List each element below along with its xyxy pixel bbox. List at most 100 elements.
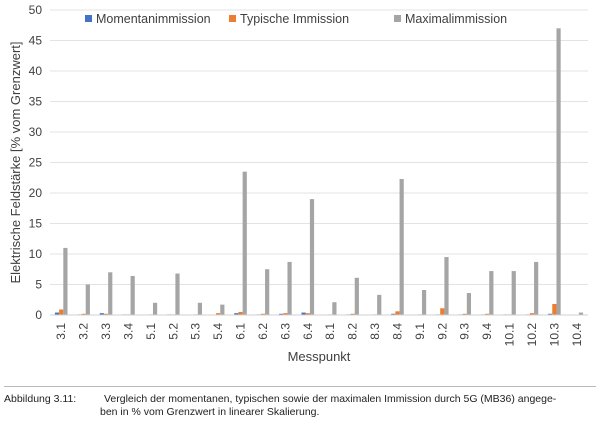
x-tick-label: 6.3 xyxy=(278,323,292,340)
bar xyxy=(309,199,315,315)
bar xyxy=(462,313,467,315)
bar xyxy=(489,271,494,315)
bar xyxy=(130,275,135,315)
y-tick-label: 45 xyxy=(29,34,43,48)
bar xyxy=(444,257,449,315)
x-tick-label: 6.2 xyxy=(256,323,270,340)
bar xyxy=(485,313,490,315)
x-tick-label: 6.4 xyxy=(301,323,315,340)
bars xyxy=(54,28,584,316)
legend: Momentanimmission Typische Immission Maxim… xyxy=(85,12,507,26)
caption-label: Abbildung 3.11: xyxy=(4,393,77,405)
x-tick-label: 6.1 xyxy=(234,323,248,340)
bar xyxy=(108,272,113,315)
x-tick-label: 8.2 xyxy=(346,323,360,340)
y-tick-label: 10 xyxy=(29,247,43,261)
bar xyxy=(287,261,292,315)
bar xyxy=(466,293,472,315)
x-tick-label: 9.1 xyxy=(413,323,427,340)
x-tick-label: 9.3 xyxy=(458,323,472,340)
x-tick-label: 5.4 xyxy=(211,323,225,340)
bar xyxy=(350,313,355,315)
bar xyxy=(242,171,247,315)
bar xyxy=(548,313,553,315)
y-tick-label: 5 xyxy=(35,278,42,292)
y-tick-label: 35 xyxy=(29,95,43,109)
legend-swatch xyxy=(85,15,92,22)
x-tick-label: 10.4 xyxy=(570,323,584,347)
bar xyxy=(578,312,584,315)
bar xyxy=(283,313,288,315)
caption-line-1: Vergleich der momentanen, typischen sowi… xyxy=(104,393,557,405)
y-tick-label: 40 xyxy=(29,64,43,78)
bar xyxy=(305,313,310,315)
legend-label: Momentanimmission xyxy=(96,12,211,26)
x-tick-label: 3.3 xyxy=(99,323,113,340)
x-tick-label: 3.4 xyxy=(121,323,135,340)
caption-line-2: ben in % vom Grenzwert in linearer Skali… xyxy=(100,406,320,418)
chart: 0 5 10 15 20 25 30 35 40 45 50 3.1 3.2 3.3 3.4 5.1 5.2 5… xyxy=(8,3,588,364)
x-tick-label: 8.3 xyxy=(368,323,382,340)
bar xyxy=(63,247,68,315)
bar xyxy=(395,311,400,315)
figure-caption: Abbildung 3.11: Vergleich der momentanen,… xyxy=(4,393,596,419)
bar xyxy=(220,304,225,315)
bar xyxy=(81,313,86,315)
x-tick-label: 3.2 xyxy=(77,323,91,340)
y-tick-label: 0 xyxy=(35,308,42,322)
bar xyxy=(265,269,270,315)
bar xyxy=(511,271,516,315)
bar xyxy=(556,28,561,316)
bar xyxy=(529,313,535,315)
x-tick-label: 9.2 xyxy=(435,323,449,340)
bar xyxy=(391,313,396,315)
x-tick-labels: 3.1 3.2 3.3 3.4 5.1 5.2 5.3 5.4 6.1 6.2 6.3 6.4 8.1 8… xyxy=(54,323,584,347)
legend-label: Typische Immission xyxy=(240,12,349,26)
bar xyxy=(301,312,306,315)
y-tick-label: 20 xyxy=(29,186,43,200)
bar xyxy=(238,311,243,315)
bar xyxy=(332,302,337,315)
caption-divider xyxy=(4,386,596,387)
x-tick-label: 5.1 xyxy=(144,323,158,340)
x-tick-label: 5.3 xyxy=(189,323,203,340)
x-axis-label: Messpunkt xyxy=(288,349,351,364)
x-tick-label: 8.1 xyxy=(323,323,337,340)
x-tick-label: 8.4 xyxy=(390,323,404,340)
bar xyxy=(234,313,239,315)
x-tick-label: 10.2 xyxy=(525,323,539,347)
bar xyxy=(260,313,266,315)
bar xyxy=(152,302,158,315)
bar xyxy=(552,304,557,315)
bar xyxy=(440,308,445,315)
x-tick-label: 10.3 xyxy=(547,323,561,347)
bar xyxy=(99,313,104,315)
legend-swatch xyxy=(229,15,236,22)
bar xyxy=(399,178,404,315)
bar xyxy=(534,261,539,315)
bar xyxy=(421,289,427,315)
y-tick-label: 15 xyxy=(29,217,43,231)
y-tick-label: 30 xyxy=(29,125,43,139)
bar xyxy=(54,312,60,315)
gridlines xyxy=(50,9,588,285)
x-tick-label: 5.2 xyxy=(166,323,180,340)
y-tick-labels: 0 5 10 15 20 25 30 35 40 45 50 xyxy=(29,3,43,322)
y-tick-label: 50 xyxy=(29,3,43,17)
bar xyxy=(103,313,109,315)
x-tick-label: 9.4 xyxy=(480,323,494,340)
y-axis-label: Elektrische Feldstärke [% vom Grenzwert] xyxy=(8,41,23,283)
bar xyxy=(197,302,203,315)
y-tick-label: 25 xyxy=(29,156,43,170)
bar xyxy=(279,313,284,315)
bar xyxy=(354,277,359,315)
bar xyxy=(377,294,382,315)
legend-label: Maximalimmission xyxy=(405,12,507,26)
legend-swatch xyxy=(394,15,401,22)
bar xyxy=(59,309,64,315)
x-tick-label: 3.1 xyxy=(54,323,68,340)
bar xyxy=(175,273,180,315)
bar xyxy=(85,284,90,315)
x-tick-label: 10.1 xyxy=(503,323,517,347)
bar xyxy=(216,313,221,315)
